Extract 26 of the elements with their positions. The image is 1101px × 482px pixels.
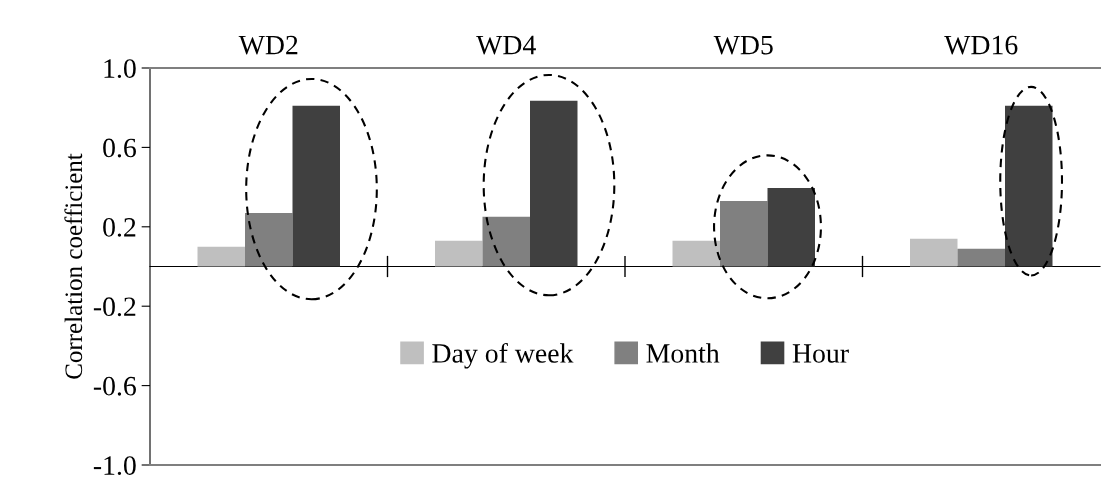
y-tick-label: -1.0 [93,456,136,476]
y-tick-label: -0.6 [93,376,136,396]
x-tick-label: WD16 [944,35,1018,55]
bar [1005,105,1053,267]
bar [672,240,720,267]
bar [245,212,293,267]
bar [720,200,768,267]
x-tick-label: WD5 [713,35,773,55]
y-axis-title: Correlation coefficient [64,153,83,379]
y-tick-label: -0.2 [93,297,136,317]
y-tick-label: 0.2 [103,217,136,237]
bar [530,100,578,267]
bar [957,248,1005,267]
x-tick-label: WD2 [238,35,298,55]
bar [910,238,958,267]
bar [197,246,245,267]
x-tick-label: WD4 [476,35,536,55]
legend-label: Day of week [432,342,574,369]
bar [482,216,530,267]
y-tick-label: 1.0 [104,59,136,79]
bar [767,188,815,267]
legend-label: Month [646,343,720,363]
bar [292,105,340,267]
bar [435,240,483,267]
legend-label: Hour [792,344,849,363]
y-tick-label: 0.6 [103,138,136,158]
